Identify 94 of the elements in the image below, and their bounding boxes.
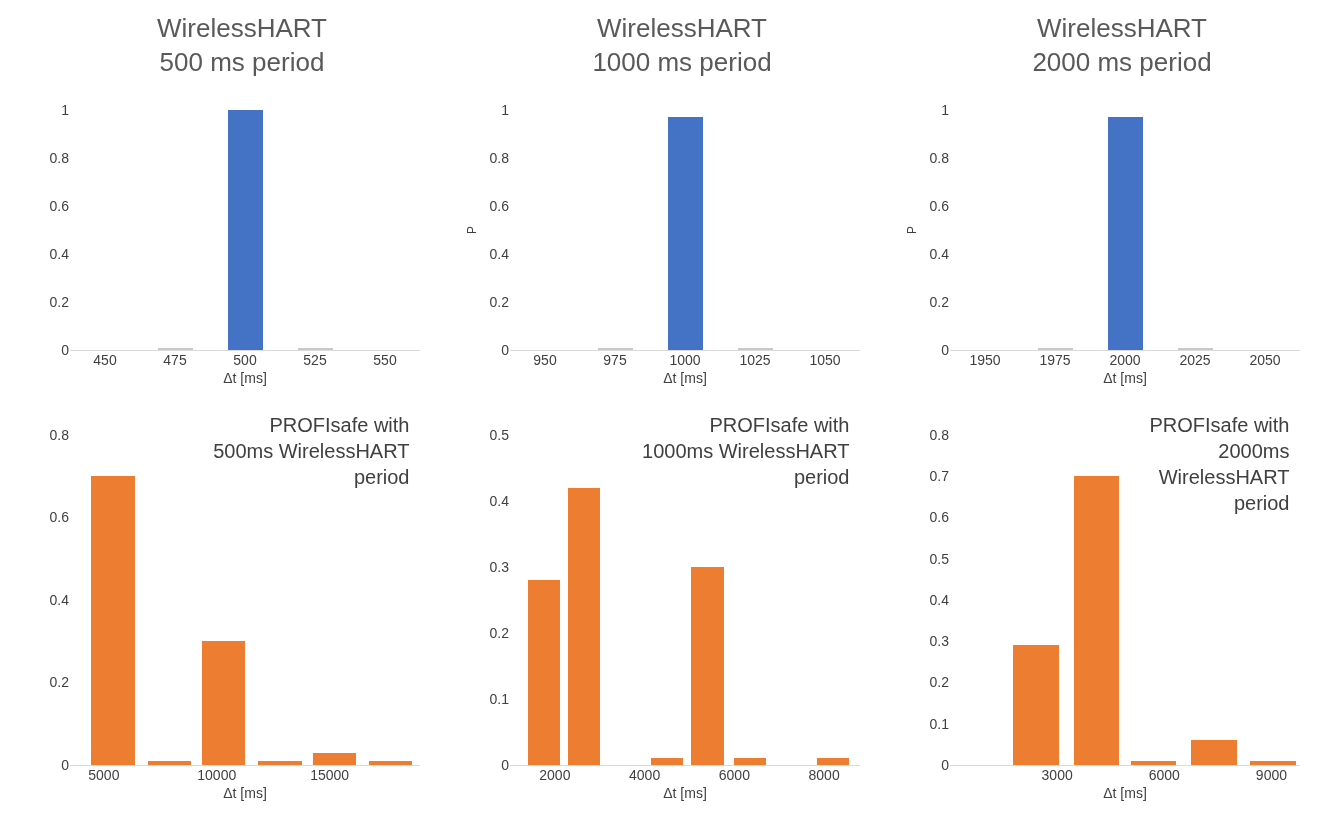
y-tick-label: 0.6 — [929, 197, 950, 214]
bar — [1250, 760, 1297, 765]
y-tick-label: 0 — [941, 341, 950, 358]
bar — [1191, 740, 1238, 765]
bar — [258, 760, 302, 765]
y-tick-label: 0.5 — [929, 550, 950, 567]
y-tick-label: 0.5 — [489, 426, 510, 443]
x-tick-label: 1050 — [809, 352, 841, 368]
y-tick-label: 0.3 — [489, 558, 510, 575]
x-tick-label: 525 — [303, 352, 327, 368]
x-tick-label: 1950 — [969, 352, 1001, 368]
y-axis-title: P — [905, 225, 919, 235]
y-tick-label: 0.6 — [49, 509, 70, 526]
bar — [567, 487, 601, 765]
y-tick-label: 0.6 — [49, 197, 70, 214]
y-tick-label: 1 — [61, 101, 70, 118]
bar — [201, 641, 246, 765]
y-tick-label: 0 — [941, 756, 950, 773]
chart-title: WirelessHART 2000 ms period — [1032, 13, 1212, 78]
x-tick-label: 15000 — [310, 767, 350, 783]
x-tick-label: 450 — [93, 352, 117, 368]
x-axis-title: Δt [ms] — [1103, 370, 1147, 387]
text: PROFIsafe with 2000ms WirelessHART period — [1149, 413, 1290, 514]
x-tick-label: 2025 — [1179, 352, 1211, 368]
y-tick-label: 0.3 — [929, 633, 950, 650]
chart-title: WirelessHART 1000 ms period — [592, 13, 772, 78]
x-tick-label: 4000 — [629, 767, 661, 783]
y-tick-label: 0.2 — [49, 293, 70, 310]
x-tick-label: 5000 — [88, 767, 120, 783]
bar — [1073, 476, 1120, 765]
y-tick-label: 0.2 — [489, 624, 510, 641]
bar — [91, 476, 135, 765]
x-tick-label: 950 — [533, 352, 557, 368]
x-tick-label: 975 — [603, 352, 627, 368]
bar — [368, 760, 413, 765]
x-tick-label: 1000 — [669, 352, 701, 368]
bar — [1012, 645, 1059, 765]
x-tick-label: 6000 — [1148, 767, 1181, 783]
y-tick-label: 0.6 — [929, 509, 950, 526]
x-axis-title: Δt [ms] — [663, 785, 707, 802]
y-tick-label: 0.8 — [489, 149, 510, 166]
x-axis-title: Δt [ms] — [223, 785, 267, 802]
y-tick-label: 0.4 — [489, 245, 510, 262]
chart-title: PROFIsafe with 1000ms WirelessHART period — [642, 413, 850, 488]
x-tick-label: 550 — [373, 352, 397, 368]
chart-title: WirelessHART 500 ms period — [157, 13, 328, 78]
x-tick-label: 2000 — [539, 767, 571, 783]
chart-title: PROFIsafe with 500ms WirelessHART period — [213, 413, 410, 488]
bar — [650, 758, 684, 765]
bar — [147, 760, 192, 765]
y-tick-label: 0.8 — [929, 149, 950, 166]
bar — [1130, 760, 1177, 765]
bar — [312, 752, 356, 765]
x-tick-label: 10000 — [197, 767, 237, 783]
x-tick-label: 8000 — [808, 767, 840, 783]
y-tick-label: 0.2 — [489, 293, 510, 310]
x-tick-label: 475 — [163, 352, 187, 368]
x-tick-label: 6000 — [718, 767, 751, 783]
y-tick-label: 0.4 — [49, 591, 70, 608]
y-tick-label: 0 — [61, 341, 70, 358]
x-tick-label: 2050 — [1249, 352, 1281, 368]
x-tick-label: 3000 — [1041, 767, 1073, 783]
y-tick-label: 1 — [941, 101, 950, 118]
y-tick-label: 0.2 — [929, 674, 950, 691]
y-tick-label: 0.1 — [929, 715, 950, 732]
y-tick-label: 0.2 — [929, 293, 950, 310]
y-tick-label: 0.1 — [489, 690, 510, 707]
x-tick-label: 9000 — [1255, 767, 1288, 783]
y-tick-label: 0.4 — [929, 591, 950, 608]
y-tick-label: 0 — [501, 341, 510, 358]
bar — [691, 567, 724, 765]
y-tick-label: 0.8 — [49, 149, 70, 166]
y-tick-label: 0.2 — [49, 674, 70, 691]
x-axis-title: Δt [ms] — [663, 370, 707, 387]
bar — [733, 758, 767, 765]
y-tick-label: 0.4 — [489, 492, 510, 509]
y-tick-label: 0 — [61, 756, 70, 773]
y-tick-label: 0.7 — [929, 468, 950, 485]
bar — [816, 758, 850, 765]
y-tick-label: 0.6 — [489, 197, 510, 214]
y-tick-label: 0.8 — [929, 426, 950, 443]
x-axis-title: Δt [ms] — [1103, 785, 1147, 802]
y-tick-label: 0 — [501, 756, 510, 773]
x-axis-title: Δt [ms] — [223, 370, 267, 387]
y-tick-label: 1 — [501, 101, 510, 118]
x-tick-label: 500 — [233, 352, 257, 368]
y-axis-title: P — [465, 225, 479, 235]
x-tick-label: 1975 — [1039, 352, 1071, 368]
y-tick-label: 0.4 — [49, 245, 70, 262]
y-tick-label: 0.8 — [49, 426, 70, 443]
bar — [527, 580, 560, 765]
x-tick-label: 2000 — [1109, 352, 1141, 368]
y-tick-label: 0.4 — [929, 245, 950, 262]
x-tick-label: 1025 — [739, 352, 771, 368]
